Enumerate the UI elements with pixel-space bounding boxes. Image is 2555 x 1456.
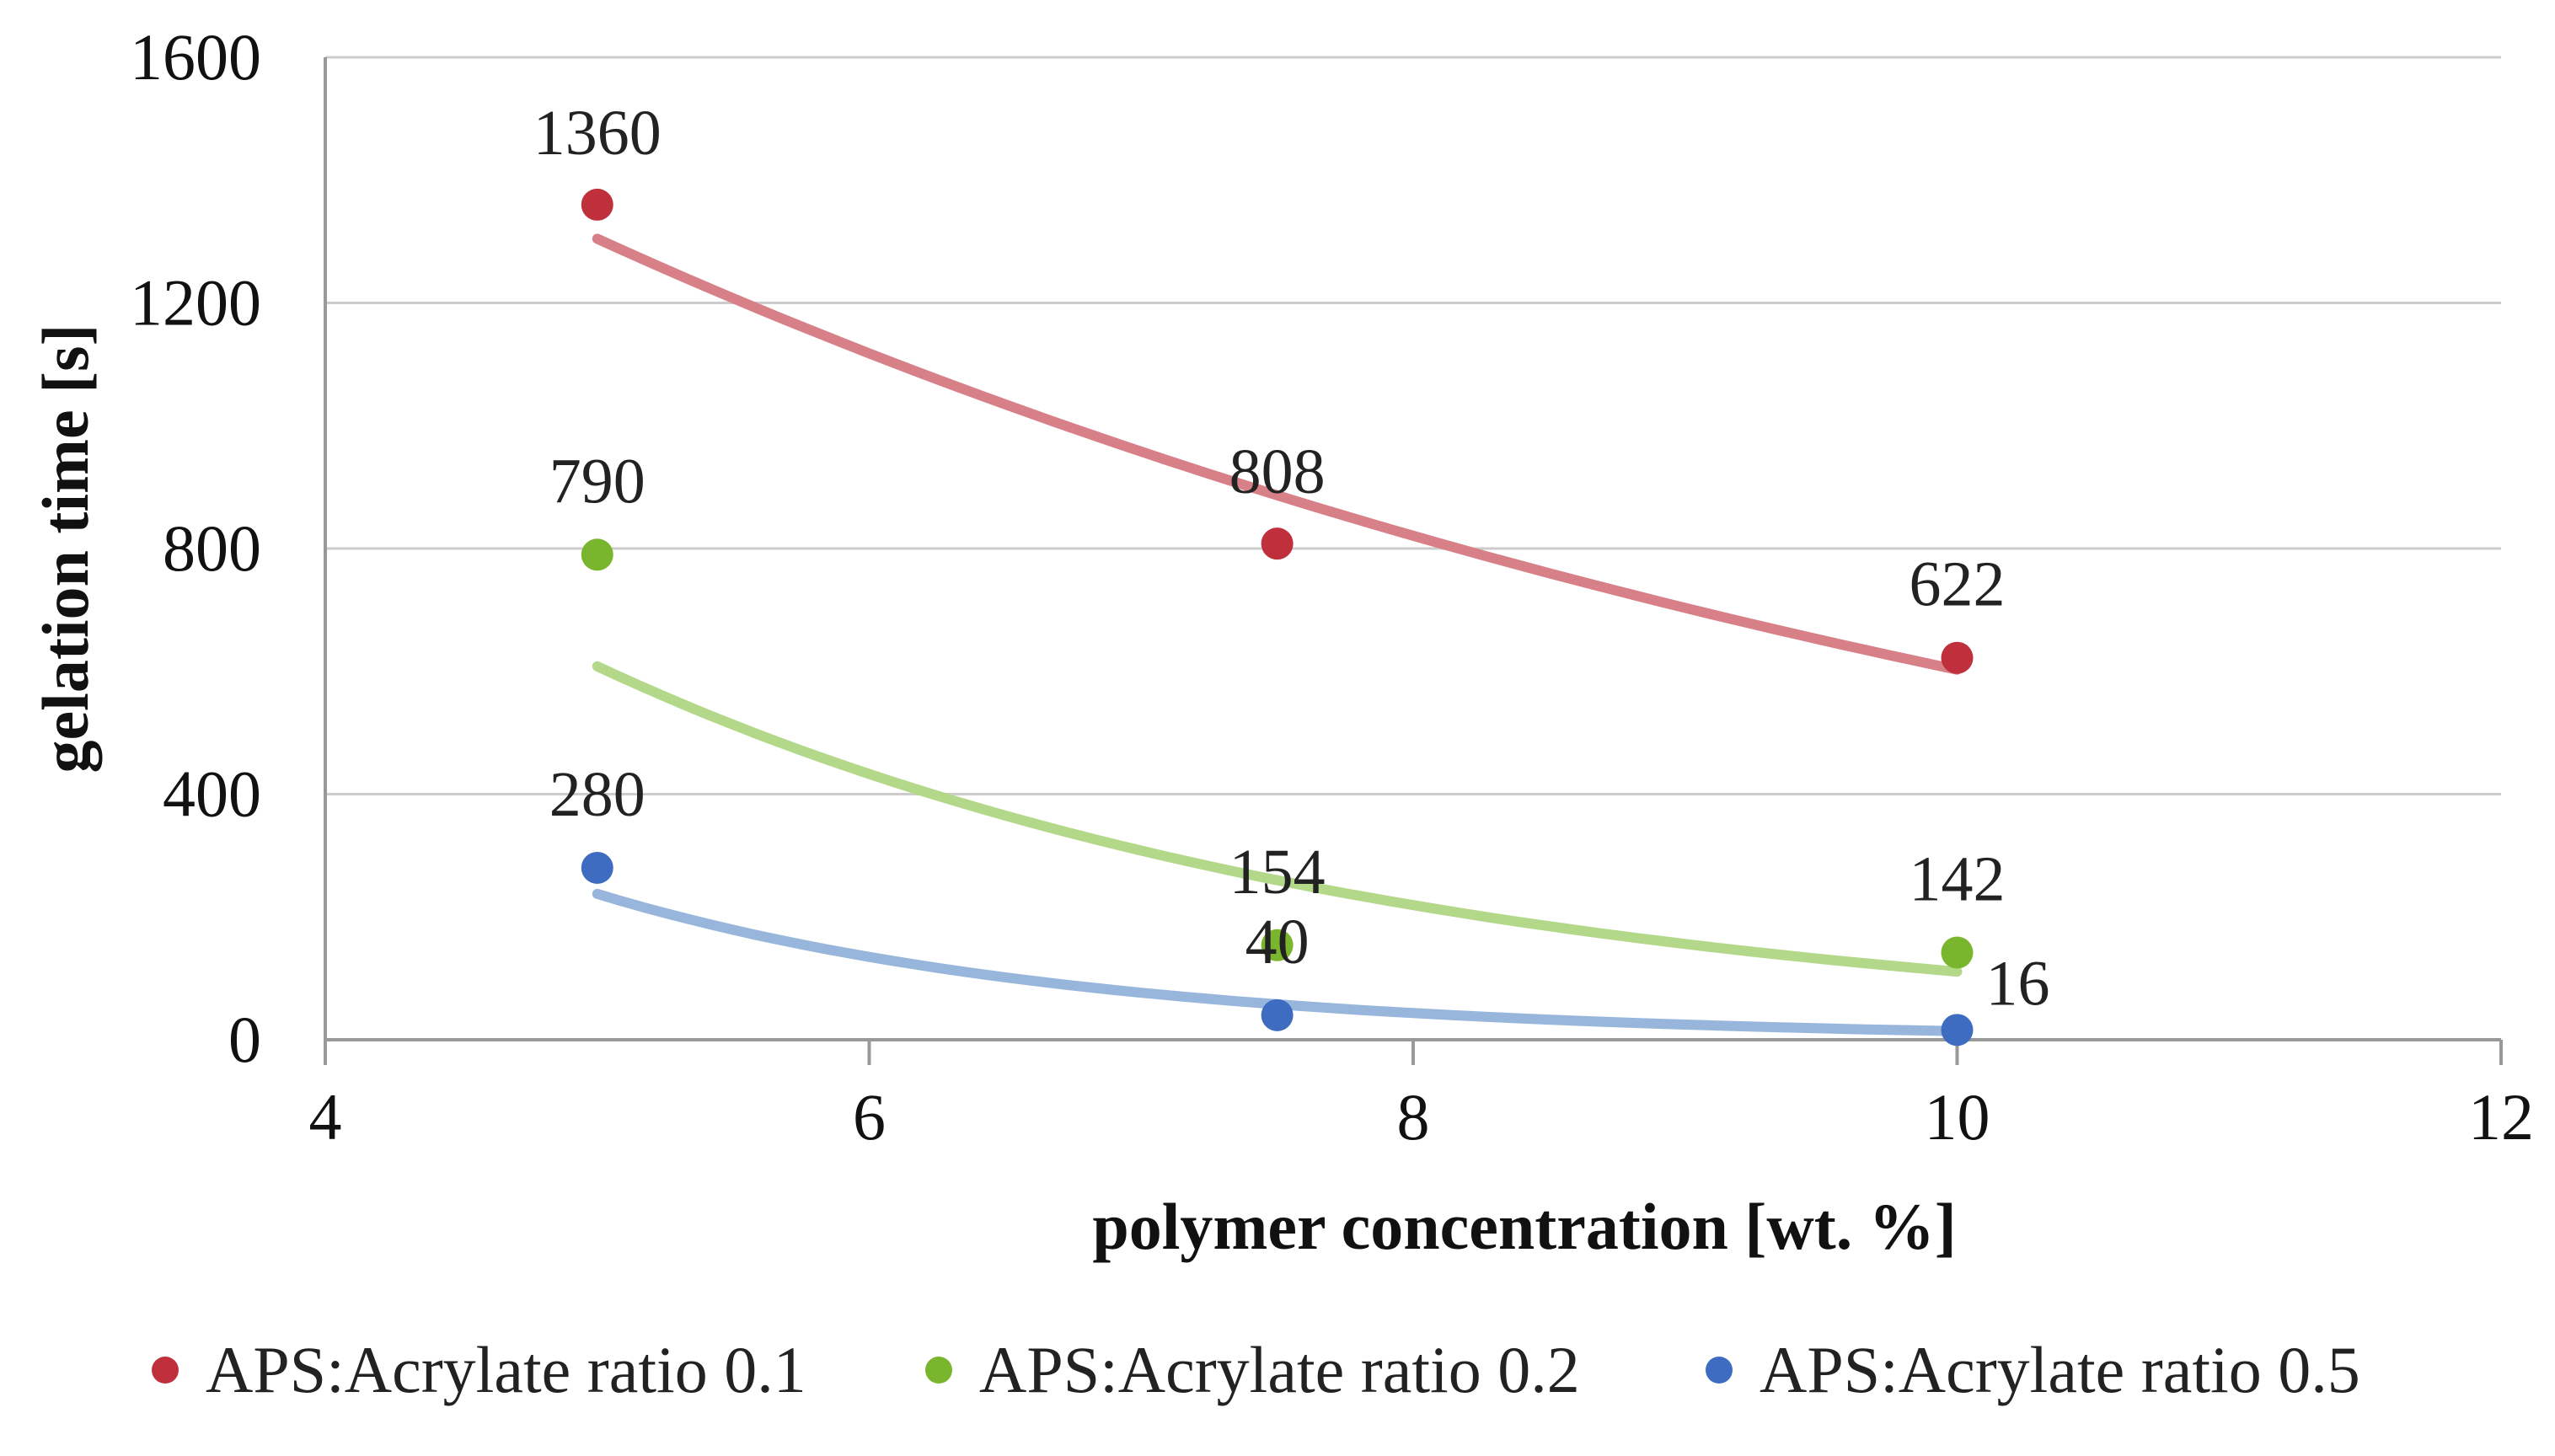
- x-axis-title: polymer concentration [wt. %]: [1092, 1190, 1956, 1263]
- data-point-series-2: [581, 538, 613, 571]
- x-tick-label: 12: [2468, 1080, 2534, 1154]
- data-label-series-3: 40: [1245, 907, 1310, 977]
- x-tick-label: 6: [853, 1080, 886, 1154]
- data-point-series-1: [581, 188, 613, 221]
- legend-marker-series-3: [1706, 1357, 1733, 1384]
- data-label-series-2: 154: [1229, 837, 1326, 907]
- data-label-series-1: 622: [1910, 549, 2006, 620]
- data-label-series-3: 280: [549, 759, 645, 830]
- y-tick-label: 400: [163, 757, 261, 831]
- data-label-series-2: 790: [549, 446, 645, 517]
- data-label-series-3: 16: [1986, 948, 2050, 1019]
- data-point-series-1: [1941, 641, 1974, 674]
- data-label-series-1: 1360: [533, 98, 662, 169]
- legend-marker-series-1: [152, 1357, 179, 1384]
- data-label-series-1: 808: [1229, 436, 1326, 507]
- legend: APS:Acrylate ratio 0.1 APS:Acrylate ratio…: [152, 1333, 2360, 1406]
- point-layer: [581, 188, 1974, 1046]
- data-point-series-1: [1261, 527, 1294, 560]
- data-label-layer: 1360 808 622 790 154 142 280 40 16: [533, 98, 2050, 1019]
- grid-layer: [325, 56, 2501, 795]
- x-tick-label: 10: [1925, 1080, 1990, 1154]
- y-tick-label: 800: [163, 511, 261, 585]
- legend-label-series-3: APS:Acrylate ratio 0.5: [1760, 1333, 2360, 1406]
- legend-label-series-1: APS:Acrylate ratio 0.1: [206, 1333, 806, 1406]
- legend-marker-series-2: [925, 1357, 952, 1384]
- trendline-series-1: [592, 233, 1963, 675]
- data-point-series-2: [1261, 929, 1294, 961]
- y-tick-label: 0: [228, 1003, 261, 1076]
- y-axis-title: gelation time [s]: [29, 324, 102, 774]
- x-tick-label: 4: [309, 1080, 342, 1154]
- data-point-series-3: [1941, 1014, 1974, 1046]
- data-point-series-2: [1941, 936, 1974, 969]
- y-tick-label: 1200: [130, 266, 261, 340]
- y-tick-label: 1600: [130, 20, 261, 94]
- data-label-series-2: 142: [1910, 844, 2006, 915]
- data-point-series-3: [1261, 998, 1294, 1031]
- axis-layer: 0 400 800 1200 1600 4 6 8 10 12: [130, 20, 2534, 1154]
- trendline-series-2: [592, 661, 1963, 977]
- legend-label-series-2: APS:Acrylate ratio 0.2: [979, 1333, 1580, 1406]
- x-tick-label: 8: [1397, 1080, 1430, 1154]
- data-point-series-3: [581, 851, 613, 884]
